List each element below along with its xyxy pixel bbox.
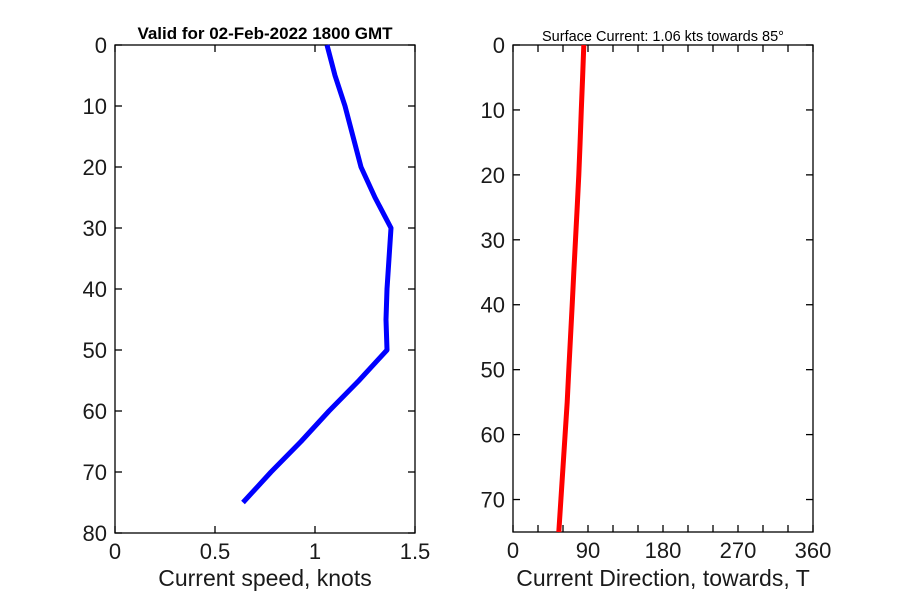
- current-speed-vs-depth: [241, 44, 394, 505]
- y-tick-label: 30: [83, 216, 107, 241]
- x-tick-label: 1: [309, 539, 321, 564]
- axes-box: [512, 44, 814, 533]
- speed-plot-title: Valid for 02-Feb-2022 1800 GMT: [137, 24, 393, 43]
- current-direction-profile-panel: 0 90 180 270 360 0 10 20 30 40 50 60 70: [481, 33, 832, 563]
- y-tick-label: 50: [83, 338, 107, 363]
- y-tick-label: 20: [83, 155, 107, 180]
- speed-plot-xlabel: Current speed, knots: [158, 565, 372, 591]
- y-tick-label: 20: [481, 163, 505, 188]
- y-tick-label: 0: [95, 33, 107, 58]
- y-tick-label: 30: [481, 228, 505, 253]
- axes-box: [114, 44, 416, 534]
- current-direction-vs-depth: [556, 44, 587, 533]
- y-tick-label: 60: [481, 423, 505, 448]
- x-tick-label: 0: [109, 539, 121, 564]
- y-tick-label: 10: [83, 94, 107, 119]
- direction-plot-xlabel: Current Direction, towards, T: [516, 565, 810, 591]
- current-speed-profile-panel: 0 0.5 1 1.5 0 10 20 30 40 50 60 70 80: [83, 33, 431, 564]
- y-tick-label: 40: [83, 277, 107, 302]
- x-tick-label: 90: [576, 538, 600, 563]
- y-tick-label: 70: [83, 460, 107, 485]
- x-tick-label: 0: [507, 538, 519, 563]
- y-tick-label: 70: [481, 488, 505, 513]
- y-tick-label: 60: [83, 399, 107, 424]
- y-tick-label: 50: [481, 358, 505, 383]
- y-tick-label: 10: [481, 98, 505, 123]
- y-tick-label: 0: [493, 33, 505, 58]
- y-tick-label: 40: [481, 293, 505, 318]
- y-tick-label: 80: [83, 521, 107, 546]
- x-tick-label: 0.5: [200, 539, 231, 564]
- x-tick-label: 360: [795, 538, 832, 563]
- x-tick-label: 180: [645, 538, 682, 563]
- direction-plot-title: Surface Current: 1.06 kts towards 85°: [542, 29, 784, 45]
- x-tick-label: 1.5: [400, 539, 431, 564]
- x-tick-label: 270: [720, 538, 757, 563]
